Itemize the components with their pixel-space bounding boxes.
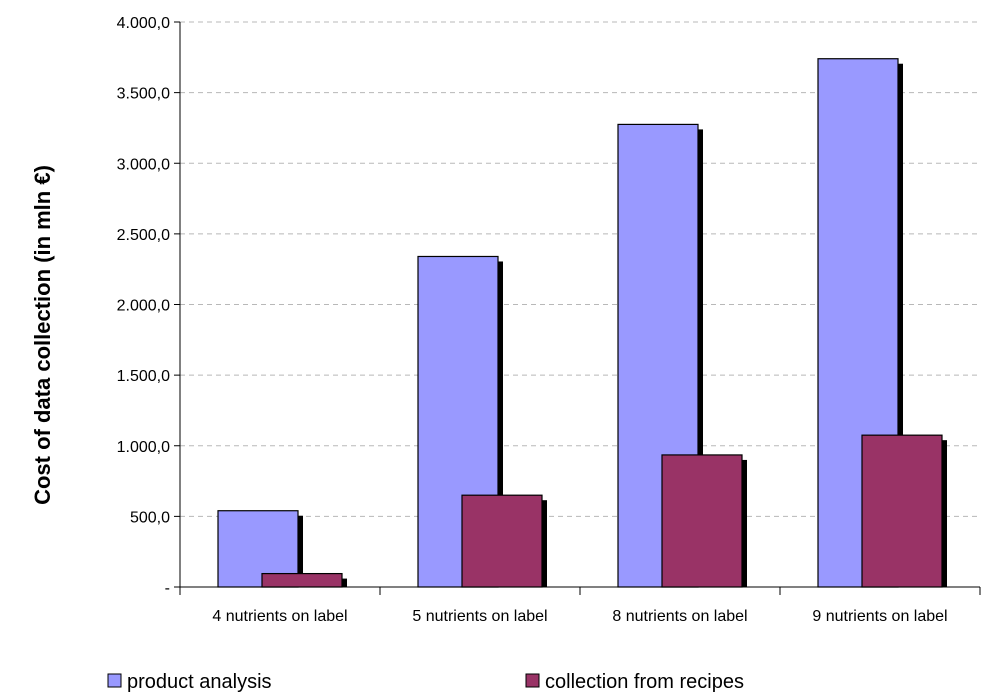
x-tick-label: 8 nutrients on label [612,608,747,625]
legend-item: collection from recipes [525,671,744,693]
bar-collection-from-recipes [461,494,543,588]
labels: - 500,0 1.000,0 1.500,0 2.000,0 2.500,0 3.000,… [117,15,948,625]
x-tick-label: 4 nutrients on label [212,608,347,625]
legend-swatch [107,673,122,688]
legend: product analysis collection from recipes [107,671,744,693]
bars [217,58,947,588]
bar-collection-from-recipes [261,572,343,588]
y-tick-label: 2.000,0 [117,298,170,315]
bar-collection-from-recipes [661,454,743,588]
x-tick-label: 9 nutrients on label [812,608,947,625]
bar-collection-from-recipes [861,434,943,588]
legend-swatch [525,673,540,688]
legend-label: collection from recipes [545,671,744,693]
x-tick-label: 5 nutrients on label [412,608,547,625]
legend-item: product analysis [107,671,272,693]
y-tick-label: 3.000,0 [117,156,170,173]
y-tick-label: 4.000,0 [117,15,170,32]
y-tick-label: 3.500,0 [117,86,170,103]
y-tick-label: 1.000,0 [117,439,170,456]
y-tick-label: 500,0 [130,509,170,526]
y-tick-label: 2.500,0 [117,227,170,244]
legend-label: product analysis [127,671,272,693]
y-axis-title: Cost of data collection (in mln €) [30,165,55,505]
y-tick-label: - [165,580,170,597]
y-tick-label: 1.500,0 [117,368,170,385]
